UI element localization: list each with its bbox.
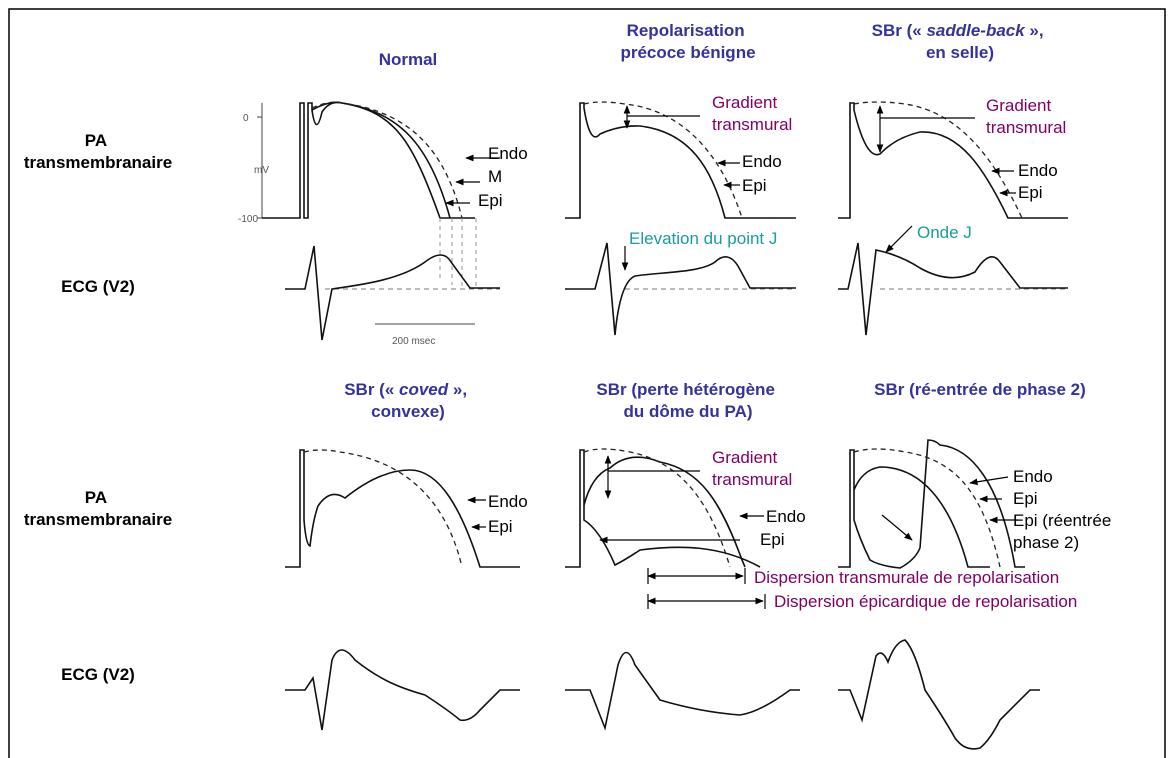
- axis-zero-label: 0: [243, 113, 249, 124]
- label-epi-normal: Epi: [478, 191, 503, 210]
- row-label-ecg-bottom: ECG (V2): [61, 665, 135, 684]
- title-coved: SBr (« coved », convexe): [344, 380, 472, 421]
- label-epi-reentree-phase2: Epi (réentrée phase 2): [1013, 511, 1116, 552]
- title-repolarisation: Repolarisation précoce bénigne: [620, 21, 755, 62]
- title-normal: Normal: [379, 50, 438, 69]
- panel-normal-pa: 0 mV -100 Endo M Epi: [238, 101, 528, 288]
- panel-repolarisation-ecg: Elevation du point J: [565, 229, 796, 336]
- axis-min-label: -100: [238, 214, 258, 225]
- label-gradient-repolarisation: Gradient transmural: [712, 93, 792, 134]
- panel-normal-ecg: 200 msec: [285, 245, 500, 347]
- label-m-normal: M: [488, 167, 502, 186]
- panel-coved-ecg: [285, 649, 520, 731]
- axis-unit-label: mV: [254, 165, 269, 176]
- label-dispersion-epicardique: Dispersion épicardique de repolarisation: [774, 592, 1077, 611]
- panel-coved-pa: Endo Epi: [285, 449, 528, 568]
- title-reentree-phase2: SBr (ré-entrée de phase 2): [874, 380, 1086, 399]
- label-epi-perte: Epi: [760, 530, 785, 549]
- panel-perte-ecg: [565, 651, 800, 731]
- label-epi-repolarisation: Epi: [742, 176, 767, 195]
- label-dispersion-transmurale: Dispersion transmurale de repolarisation: [754, 568, 1059, 587]
- label-gradient-perte: Gradient transmural: [712, 448, 792, 489]
- label-j-wave: Onde J: [917, 223, 972, 242]
- row-label-pa-bottom: PA transmembranaire: [24, 488, 172, 529]
- label-gradient-saddle: Gradient transmural: [986, 96, 1066, 137]
- row-label-ecg-top: ECG (V2): [61, 277, 135, 296]
- panel-reentree-ecg: [838, 639, 1040, 750]
- row-label-pa-top: PA transmembranaire: [24, 131, 172, 172]
- panel-saddle-ecg: Onde J: [838, 223, 1068, 336]
- label-endo-saddle: Endo: [1018, 161, 1058, 180]
- label-endo-coved: Endo: [488, 492, 528, 511]
- label-j-point-elevation: Elevation du point J: [629, 229, 777, 248]
- title-saddle-back: SBr (« saddle-back », en selle): [872, 21, 1049, 62]
- panel-saddle-pa: Gradient transmural Endo Epi: [838, 96, 1068, 219]
- label-epi-saddle: Epi: [1018, 183, 1043, 202]
- figure-border: [8, 8, 1166, 758]
- label-endo-normal: Endo: [488, 144, 528, 163]
- label-epi-coved: Epi: [488, 517, 513, 536]
- time-scale-label: 200 msec: [392, 336, 435, 347]
- panel-repolarisation-pa: Gradient transmural Endo Epi: [565, 93, 796, 219]
- label-endo-reentree: Endo: [1013, 467, 1053, 486]
- panel-perte-pa: Gradient transmural Endo Epi Dispersion …: [565, 448, 1077, 611]
- panel-reentree-pa: Endo Epi Epi (réentrée phase 2): [838, 439, 1116, 569]
- label-epi-reentree: Epi: [1013, 489, 1038, 508]
- label-endo-repolarisation: Endo: [742, 152, 782, 171]
- title-perte-heterogene: SBr (perte hétérogène du dôme du PA): [596, 380, 779, 421]
- label-endo-perte: Endo: [766, 507, 806, 526]
